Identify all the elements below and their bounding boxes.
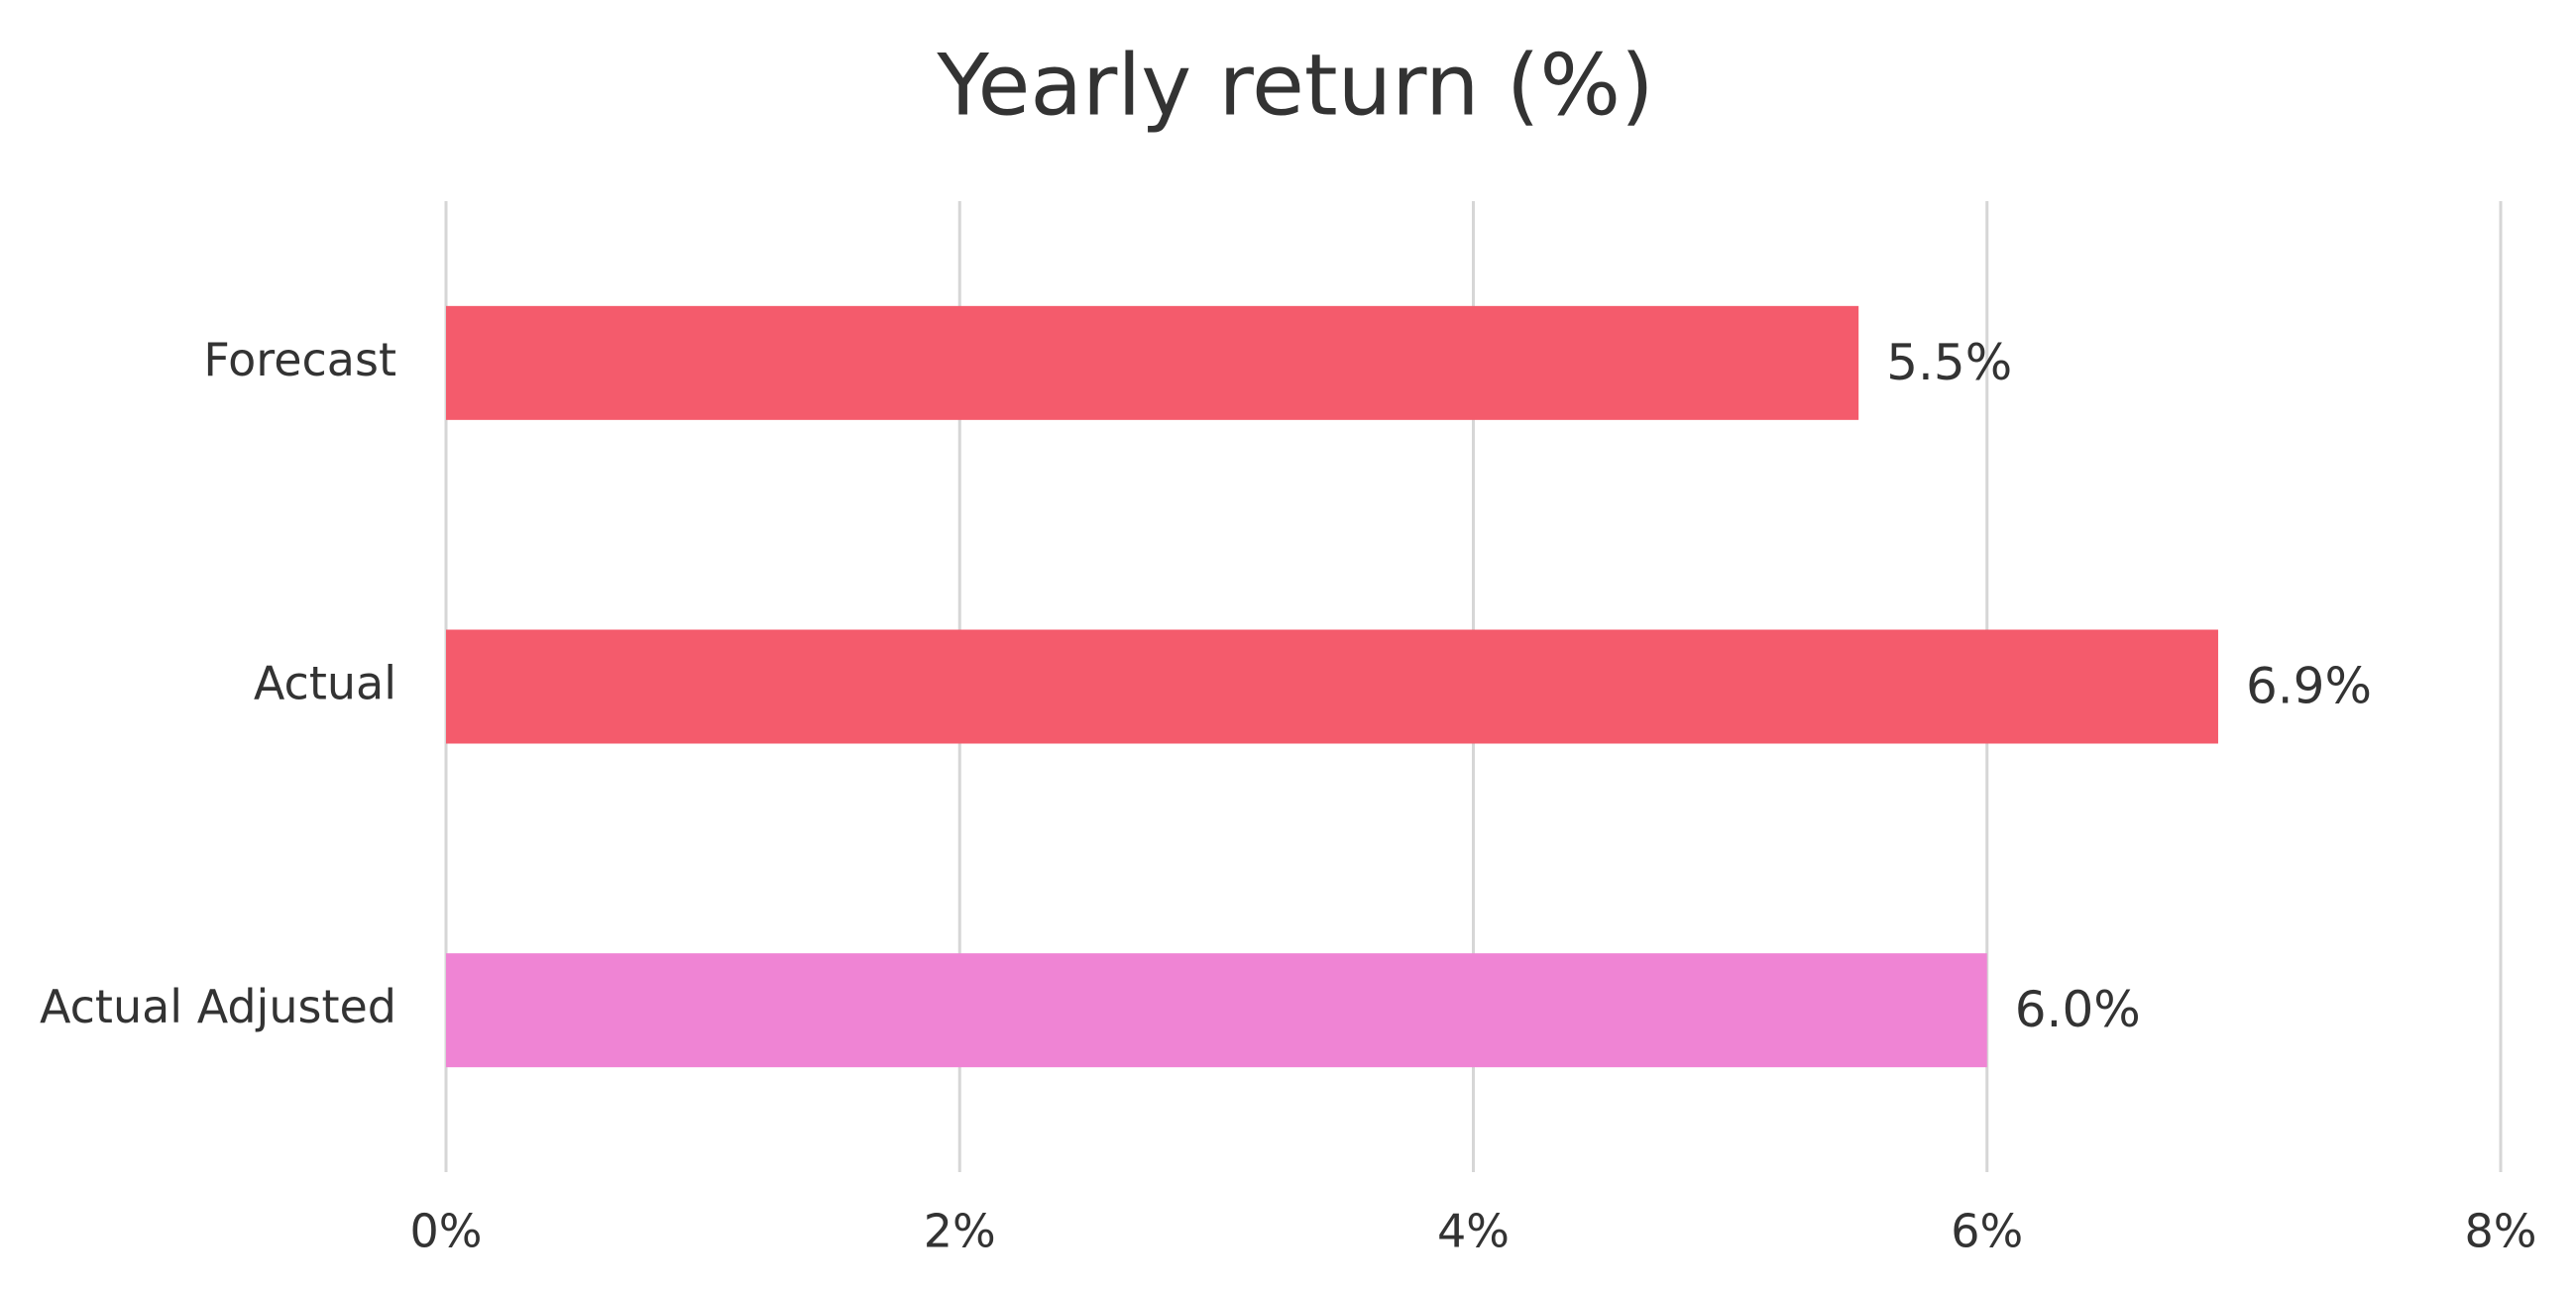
chart-title: Yearly return (%): [936, 36, 1653, 135]
bar: [446, 305, 1859, 420]
y-tick-label: Actual Adjusted: [40, 980, 396, 1033]
bar: [446, 953, 1987, 1068]
x-tick-label: 6%: [1951, 1205, 2023, 1258]
y-tick-label: Forecast: [203, 333, 396, 386]
x-tick-label: 8%: [2465, 1205, 2537, 1258]
x-tick-label: 0%: [410, 1205, 483, 1258]
x-tick-label: 2%: [924, 1205, 996, 1258]
value-label: 6.0%: [2015, 981, 2141, 1038]
value-label: 6.9%: [2246, 658, 2372, 715]
value-label: 5.5%: [1886, 334, 2012, 391]
x-tick-label: 4%: [1437, 1205, 1510, 1258]
bar: [446, 629, 2218, 744]
y-tick-label: Actual: [254, 657, 396, 710]
